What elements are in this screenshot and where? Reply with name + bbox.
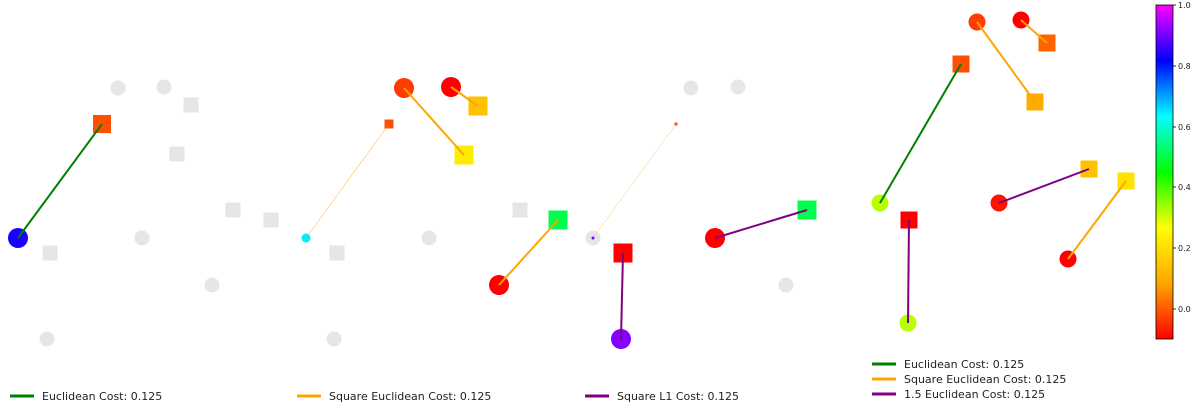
colorbar-tick-label: 0.2 xyxy=(1178,244,1191,253)
legend-euclidean: Euclidean Cost: 0.125 xyxy=(10,390,162,403)
legend-combined: Euclidean Cost: 0.125 Square Euclidean Co… xyxy=(872,358,1066,401)
legend-label: Euclidean Cost: 0.125 xyxy=(904,358,1024,371)
background-point xyxy=(778,277,794,293)
transport-link xyxy=(907,219,910,324)
colorbar: 0.0 0.2 0.4 0.6 0.8 1.0 xyxy=(1155,1,1191,340)
colorbar-tick-label: 1.0 xyxy=(1178,1,1191,10)
panel-square_l1 xyxy=(421,79,817,349)
legend-square_l1: Square L1 Cost: 0.125 xyxy=(585,390,739,403)
background-square xyxy=(263,212,279,228)
legend-label: Square Euclidean Cost: 0.125 xyxy=(329,390,491,403)
background-square xyxy=(225,202,241,218)
panel-combined xyxy=(871,11,1135,332)
background-point xyxy=(730,79,746,95)
colorbar-tick-label: 0.8 xyxy=(1178,62,1191,71)
transport-link xyxy=(714,209,808,239)
colorbar-tick-label: 0.4 xyxy=(1178,183,1191,192)
background-point xyxy=(421,230,437,246)
background-point xyxy=(204,277,220,293)
legend-label: Square L1 Cost: 0.125 xyxy=(617,390,739,403)
panel-euclidean xyxy=(8,79,241,347)
background-point xyxy=(156,79,172,95)
transport-link xyxy=(976,21,1036,103)
background-square xyxy=(183,97,199,113)
transport-link xyxy=(620,252,624,340)
colorbar-gradient xyxy=(1155,4,1174,340)
target-square xyxy=(952,55,970,73)
transport-link xyxy=(498,219,559,286)
colorbar-tick-label: 0.0 xyxy=(1178,305,1191,314)
legend-label: Square Euclidean Cost: 0.125 xyxy=(904,373,1066,386)
colorbar-tick-label: 0.6 xyxy=(1178,123,1191,132)
background-point xyxy=(110,80,126,96)
legend-square_euclidean: Square Euclidean Cost: 0.125 xyxy=(297,390,491,403)
transport-link xyxy=(305,123,390,239)
legend-label: Euclidean Cost: 0.125 xyxy=(42,390,162,403)
background-square xyxy=(169,146,185,162)
panel-square_euclidean xyxy=(263,77,488,347)
transport-link xyxy=(403,87,465,156)
transport-link xyxy=(450,86,479,107)
background-square xyxy=(329,245,345,261)
transport-link xyxy=(1067,180,1127,260)
background-point xyxy=(39,331,55,347)
background-square xyxy=(512,202,528,218)
transport-link xyxy=(17,123,103,239)
legend-label: 1.5 Euclidean Cost: 0.125 xyxy=(904,388,1045,401)
background-point xyxy=(326,331,342,347)
background-square xyxy=(42,245,58,261)
background-point xyxy=(134,230,150,246)
transport-link xyxy=(1020,19,1048,44)
background-point xyxy=(683,80,699,96)
transport-link xyxy=(592,123,677,239)
transport-link xyxy=(879,63,962,204)
transport-link xyxy=(998,168,1090,204)
